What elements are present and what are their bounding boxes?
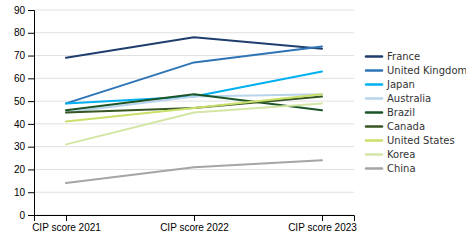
legend-swatch <box>366 97 382 100</box>
legend-swatch <box>366 153 382 156</box>
y-axis: 0 10 20 30 40 50 60 70 80 90 <box>14 5 35 221</box>
tick-label: 70 <box>14 50 26 61</box>
y-tick: 10 <box>14 187 34 198</box>
legend-label: United Kingdom <box>387 65 466 76</box>
grid-line <box>34 10 354 11</box>
legend-swatch <box>366 125 382 128</box>
tick-label: 60 <box>14 73 26 84</box>
tick-mark <box>28 56 34 57</box>
x-axis: CIP score 2021 CIP score 2022 CIP score 20… <box>32 215 357 233</box>
tick-label: 20 <box>14 164 26 175</box>
legend-item: Korea <box>366 149 415 160</box>
chart: 0102030405060708090CIP score 2021CIP sco… <box>0 0 466 241</box>
x-tick: CIP score 2023 <box>288 215 357 233</box>
tick-mark <box>28 169 34 170</box>
y-tick: 50 <box>14 96 34 107</box>
tick-label: 90 <box>14 5 26 16</box>
legend-label: Brazil <box>387 107 415 118</box>
tick-mark <box>28 124 34 125</box>
tick-mark <box>194 215 195 221</box>
grid-line <box>34 78 354 79</box>
tick-label: 0 <box>19 210 25 221</box>
legend-item: Canada <box>366 121 425 132</box>
grid-line <box>34 32 354 33</box>
legend-swatch <box>366 69 382 72</box>
tick-label: CIP score 2022 <box>160 222 229 233</box>
legend-label: China <box>387 163 416 174</box>
legend-item: United States <box>366 135 455 146</box>
grid-line <box>34 123 354 124</box>
axis-line <box>35 216 355 222</box>
tick-mark <box>28 101 34 102</box>
series-line <box>66 103 322 144</box>
grid <box>34 10 354 215</box>
legend-item: Brazil <box>366 107 415 118</box>
legend-item: Australia <box>366 93 431 104</box>
grid-line <box>34 192 354 193</box>
tick-label: CIP score 2021 <box>32 222 101 233</box>
legend-label: Japan <box>386 79 415 90</box>
tick-mark <box>28 78 34 79</box>
legend-swatch <box>366 83 382 86</box>
x-tick: CIP score 2022 <box>160 215 229 233</box>
legend-label: Australia <box>387 93 431 104</box>
legend-item: Japan <box>366 79 415 90</box>
legend-item: France <box>366 51 420 62</box>
tick-mark <box>28 192 34 193</box>
legend-label: Canada <box>387 121 425 132</box>
y-tick: 0 <box>19 210 34 221</box>
series-line <box>66 160 322 183</box>
legend-item: United Kingdom <box>366 65 466 76</box>
legend-swatch <box>366 139 382 142</box>
legend: France United Kingdom Japan Australia Brazil… <box>366 51 466 174</box>
tick-mark <box>28 33 34 34</box>
tick-label: 30 <box>14 141 26 152</box>
tick-label: 40 <box>14 119 26 130</box>
grid-line <box>34 169 354 170</box>
series-line <box>66 94 322 112</box>
legend-label: France <box>387 51 420 62</box>
series-line <box>66 94 322 121</box>
y-tick: 40 <box>14 119 34 130</box>
legend-swatch <box>366 167 382 170</box>
y-tick: 90 <box>14 5 34 16</box>
legend-label: Korea <box>387 149 415 160</box>
series-line <box>66 37 322 58</box>
tick-label: 10 <box>14 187 26 198</box>
y-tick: 70 <box>14 50 34 61</box>
y-tick: 20 <box>14 164 34 175</box>
tick-mark <box>28 10 34 11</box>
tick-mark <box>28 147 34 148</box>
tick-label: CIP score 2023 <box>288 222 357 233</box>
axis-line <box>28 11 35 216</box>
legend-swatch <box>366 55 382 58</box>
legend-label: United States <box>387 135 455 146</box>
tick-mark <box>322 215 323 221</box>
y-tick: 30 <box>14 141 34 152</box>
grid-line <box>34 101 354 102</box>
legend-swatch <box>366 111 382 114</box>
lines <box>66 37 322 183</box>
grid-line <box>34 146 354 147</box>
tick-mark <box>28 215 34 216</box>
legend-item: China <box>366 163 416 174</box>
tick-label: 50 <box>14 96 26 107</box>
y-tick: 60 <box>14 73 34 84</box>
y-tick: 80 <box>14 27 34 38</box>
tick-mark <box>66 215 67 221</box>
plot-area: 0102030405060708090CIP score 2021CIP sco… <box>14 5 357 233</box>
tick-label: 80 <box>14 27 26 38</box>
x-tick: CIP score 2021 <box>32 215 101 233</box>
